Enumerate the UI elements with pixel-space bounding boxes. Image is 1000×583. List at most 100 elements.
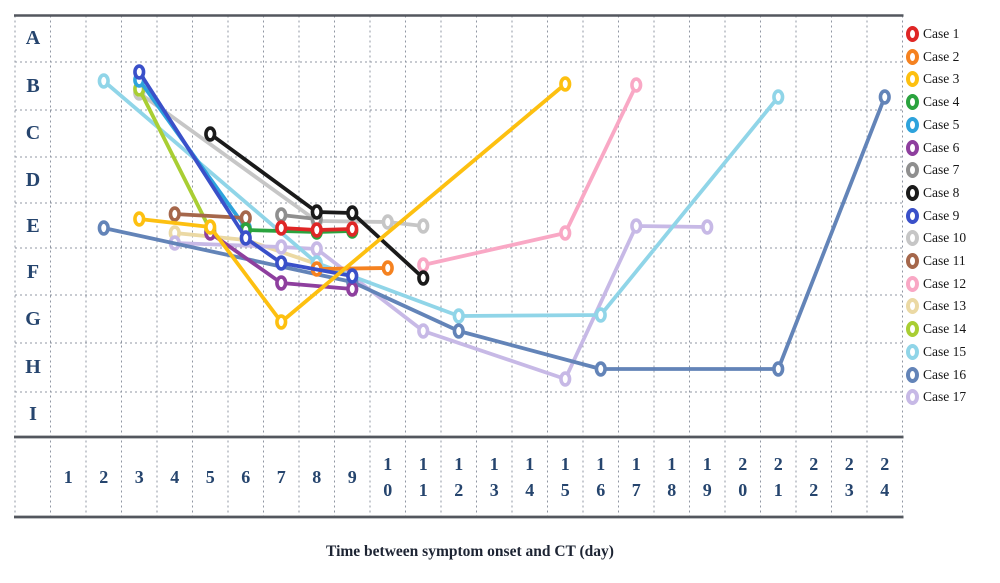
- legend-ring-icon: [906, 94, 919, 111]
- series-marker-case-15: [97, 73, 110, 89]
- series-marker-case-8: [204, 126, 217, 142]
- legend-ring-icon: [906, 139, 919, 156]
- series-marker-case-11: [239, 210, 252, 226]
- y-row-label-B: B: [26, 75, 40, 97]
- series-marker-case-8: [346, 205, 359, 221]
- x-axis-title: Time between symptom onset and CT (day): [326, 543, 614, 560]
- series-marker-case-3: [559, 76, 572, 92]
- series-marker-case-2: [381, 260, 394, 276]
- legend-ring-icon: [906, 298, 919, 315]
- legend-ring-icon: [906, 184, 919, 201]
- legend-item-case-4: Case 4: [906, 92, 959, 112]
- series-marker-case-12: [417, 257, 430, 273]
- legend-ring-icon: [906, 389, 919, 406]
- legend-label: Case 16: [923, 366, 967, 382]
- series-marker-case-6: [346, 281, 359, 297]
- series-marker-case-17: [630, 218, 643, 234]
- legend-item-case-10: Case 10: [906, 228, 966, 248]
- legend-item-case-17: Case 17: [906, 387, 966, 407]
- series-marker-case-10: [417, 218, 430, 234]
- legend-ring-icon: [906, 26, 919, 42]
- legend-ring-icon: [906, 71, 919, 88]
- series-marker-case-16: [452, 323, 465, 339]
- x-tick-label-5: 5: [205, 467, 215, 487]
- series-marker-case-15: [452, 308, 465, 324]
- legend-label: Case 11: [923, 253, 966, 268]
- series-marker-case-15: [772, 89, 785, 105]
- legend-item-case-7: Case 7: [906, 160, 959, 180]
- y-row-label-A: A: [25, 27, 41, 49]
- series-marker-case-17: [310, 241, 323, 257]
- y-row-label-D: D: [25, 169, 41, 191]
- legend-label: Case 13: [923, 298, 967, 314]
- series-marker-case-15: [594, 307, 607, 323]
- legend-label: Case 3: [923, 71, 960, 87]
- series-line-case-10: [137, 91, 426, 228]
- series-marker-case-8: [310, 204, 323, 220]
- legend-ring-icon: [906, 162, 919, 179]
- y-row-label-E: E: [26, 215, 40, 237]
- legend: Case 1 Case 2 Case 3 Case 4 Case 5 Case 6 Case…: [906, 0, 1000, 420]
- series-marker-case-1: [346, 221, 359, 237]
- legend-label: Case 6: [923, 139, 960, 155]
- series-marker-case-12: [559, 225, 572, 241]
- series-marker-case-12: [630, 77, 643, 93]
- x-tick-label-9: 9: [347, 467, 357, 487]
- x-tick-label-6: 6: [241, 467, 251, 487]
- y-row-label-I: I: [29, 403, 37, 425]
- legend-ring-icon: [906, 275, 919, 292]
- series-marker-case-1: [275, 220, 288, 236]
- legend-label: Case 9: [923, 207, 960, 223]
- legend-label: Case 15: [923, 343, 967, 359]
- legend-item-case-16: Case 16: [906, 365, 966, 385]
- x-tick-label-8: 8: [312, 467, 322, 487]
- legend-ring-icon: [906, 48, 919, 65]
- series-line-case-16: [101, 95, 887, 371]
- legend-item-case-13: Case 13: [906, 296, 966, 316]
- legend-label: Case 12: [923, 275, 967, 291]
- legend-label: Case 8: [923, 184, 960, 200]
- series-marker-case-7: [275, 207, 288, 223]
- legend-item-case-9: Case 9: [906, 206, 959, 226]
- series-marker-case-3: [133, 211, 146, 227]
- series-line-case-3: [137, 82, 568, 324]
- legend-label: Case 5: [923, 116, 960, 132]
- legend-label: Case 2: [923, 48, 960, 64]
- series-marker-case-17: [417, 323, 430, 339]
- legend-ring-icon: [906, 207, 919, 224]
- y-row-label-C: C: [25, 122, 41, 144]
- legend-label: Case 10: [923, 230, 967, 246]
- series-marker-case-6: [275, 275, 288, 291]
- x-tick-label-1: 1: [63, 467, 73, 487]
- legend-item-case-1: Case 1: [906, 24, 959, 44]
- series-marker-case-16: [594, 361, 607, 377]
- series-marker-case-9: [239, 230, 252, 246]
- legend-label: Case 4: [923, 94, 960, 110]
- series-marker-case-17: [559, 371, 572, 387]
- legend-ring-icon: [906, 116, 919, 133]
- legend-item-case-8: Case 8: [906, 183, 959, 203]
- y-row-label-G: G: [25, 308, 41, 330]
- legend-item-case-3: Case 3: [906, 69, 959, 89]
- series-marker-case-16: [97, 220, 110, 236]
- series-marker-case-8: [417, 270, 430, 286]
- series-marker-case-16: [772, 361, 785, 377]
- series-marker-case-1: [310, 222, 323, 238]
- series-line-case-9: [137, 70, 355, 278]
- series-marker-case-3: [204, 219, 217, 235]
- legend-ring-icon: [906, 343, 919, 360]
- legend-label: Case 7: [923, 162, 960, 178]
- legend-item-case-5: Case 5: [906, 115, 959, 135]
